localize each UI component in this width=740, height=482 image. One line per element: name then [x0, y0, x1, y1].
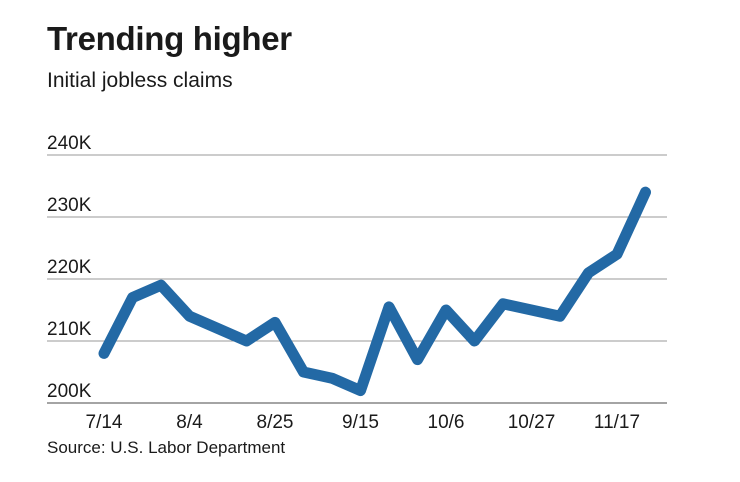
series-layer: [98, 186, 651, 397]
x-tick-label: 9/15: [342, 412, 379, 433]
x-tick-label: 8/25: [257, 412, 294, 433]
x-tick-label: 8/4: [176, 412, 203, 433]
y-tick-label: 210K: [47, 319, 92, 340]
chart-title: Trending higher: [47, 20, 292, 57]
x-tick-label: 10/27: [508, 412, 556, 433]
gridlines: [47, 154, 667, 404]
y-tick-label: 200K: [47, 381, 92, 402]
x-tick-label: 10/6: [428, 412, 465, 433]
x-axis-tick-labels: 7/14 8/4 8/25 9/15 10/6 10/27 11/17: [86, 412, 641, 433]
chart-subtitle: Initial jobless claims: [47, 69, 233, 92]
series-line: [98, 186, 651, 397]
y-axis-tick-labels: 200K 210K 220K 230K 240K: [47, 133, 92, 402]
y-tick-label: 230K: [47, 195, 92, 216]
y-tick-label: 220K: [47, 257, 92, 278]
source-note: Source: U.S. Labor Department: [47, 438, 286, 457]
y-tick-label: 240K: [47, 133, 92, 154]
x-tick-label: 7/14: [86, 412, 123, 433]
x-tick-label: 11/17: [594, 412, 640, 433]
